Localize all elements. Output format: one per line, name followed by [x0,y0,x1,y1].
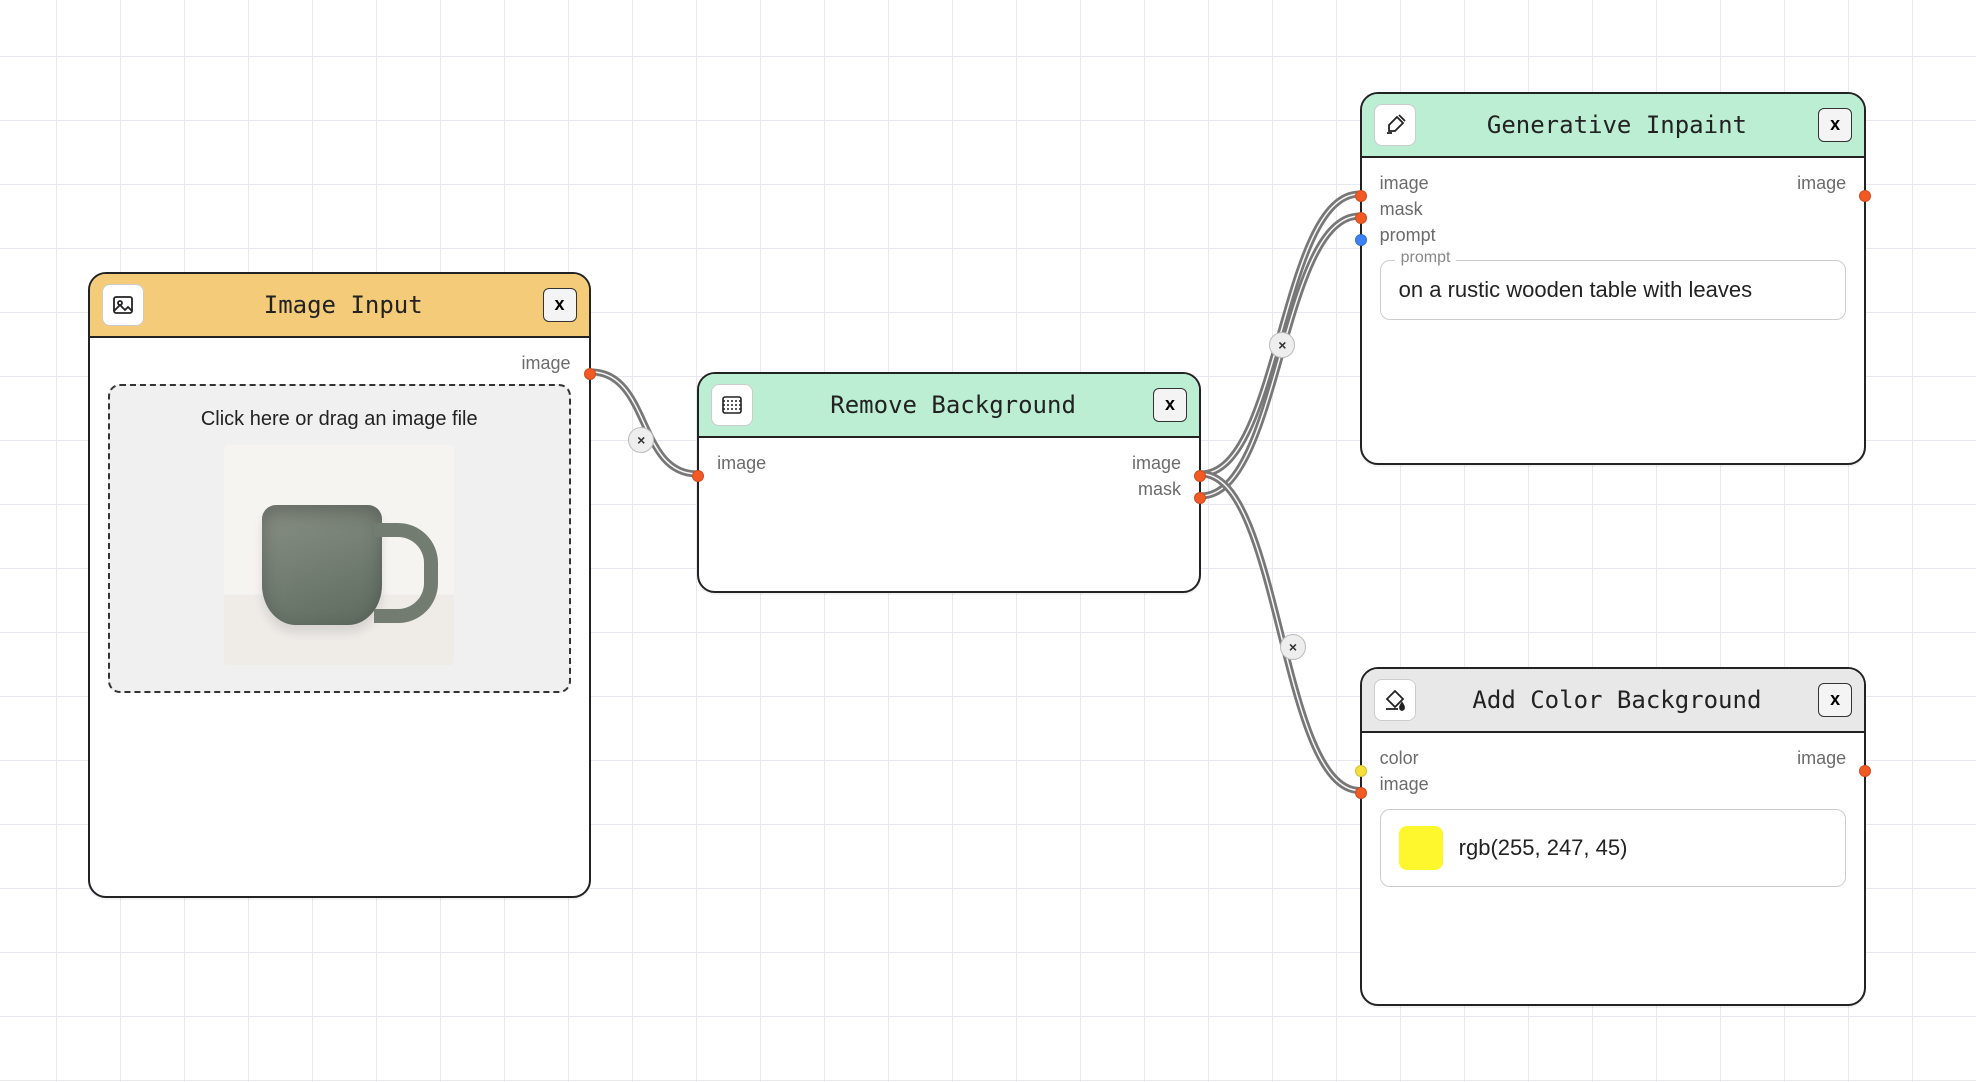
port-row: image [108,352,571,376]
port-dot[interactable] [1194,470,1206,482]
port-dot[interactable] [1355,234,1367,246]
node-body: image image mask [699,438,1199,518]
edge-delete-button[interactable]: × [628,427,654,453]
port-dot[interactable] [1859,765,1871,777]
node-body: image Click here or drag an image file [90,338,589,711]
port-label-prompt-in: prompt [1380,224,1436,246]
close-button[interactable]: x [1153,388,1187,422]
node-header[interactable]: Image Input x [90,274,589,338]
node-remove-background[interactable]: Remove Background x image image mask [697,372,1201,593]
port-row: color image image [1380,747,1847,795]
inputs-col: image [717,452,766,474]
port-label-image: image [521,352,570,374]
edge-delete-button[interactable]: × [1280,634,1306,660]
prompt-field[interactable]: prompt on a rustic wooden table with lea… [1380,260,1847,320]
port-label-mask-out: mask [1138,478,1181,500]
port-dot[interactable] [1355,190,1367,202]
color-field[interactable]: rgb(255, 247, 45) [1380,809,1847,887]
color-swatch[interactable] [1399,826,1443,870]
node-title: Image Input [144,291,543,319]
node-add-color-background[interactable]: Add Color Background x color image image… [1360,667,1867,1007]
port-dot[interactable] [1355,787,1367,799]
port-label-image-out: image [1797,747,1846,769]
node-title: Generative Inpaint [1416,111,1819,139]
node-image-input[interactable]: Image Input x image Click here or drag a… [88,272,591,899]
port-dot[interactable] [584,368,596,380]
image-dropzone[interactable]: Click here or drag an image file [108,384,571,693]
port-label-image-out: image [1797,172,1846,194]
paint-bucket-icon [1374,679,1416,721]
color-row: rgb(255, 247, 45) [1399,826,1828,870]
port-dot[interactable] [692,470,704,482]
port-dot[interactable] [1355,212,1367,224]
port-dot[interactable] [1355,765,1367,777]
node-title: Add Color Background [1416,686,1819,714]
close-button[interactable]: x [543,288,577,322]
port-label-image-in: image [1380,172,1436,194]
node-body: color image image rgb(255, 247, 45) [1362,733,1865,905]
paintbrush-icon [1374,104,1416,146]
node-header[interactable]: Generative Inpaint x [1362,94,1865,158]
node-title: Remove Background [753,391,1153,419]
port-dot[interactable] [1859,190,1871,202]
port-label-image-in: image [1380,773,1429,795]
inputs-col: image mask prompt [1380,172,1436,246]
node-header[interactable]: Remove Background x [699,374,1199,438]
outputs-col: image [1797,747,1846,769]
node-body: image mask prompt image prompt on a rust… [1362,158,1865,338]
color-value-text: rgb(255, 247, 45) [1459,835,1628,861]
edge-delete-button[interactable]: × [1269,332,1295,358]
prompt-value: on a rustic wooden table with leaves [1399,277,1828,303]
field-legend: prompt [1395,249,1457,267]
port-label-image-out: image [1132,452,1181,474]
image-thumbnail[interactable] [224,445,454,665]
inputs-col: color image [1380,747,1429,795]
remove-bg-icon [711,384,753,426]
port-row: image image mask [717,452,1181,500]
port-label-image-in: image [717,452,766,474]
port-dot[interactable] [1194,492,1206,504]
outputs-col: image [521,352,570,374]
close-button[interactable]: x [1818,108,1852,142]
node-generative-inpaint[interactable]: Generative Inpaint x image mask prompt i… [1360,92,1867,465]
node-header[interactable]: Add Color Background x [1362,669,1865,733]
close-button[interactable]: x [1818,683,1852,717]
image-icon [102,284,144,326]
dropzone-text: Click here or drag an image file [128,408,551,431]
port-row: image mask prompt image [1380,172,1847,246]
node-canvas[interactable]: Image Input x image Click here or drag a… [0,0,1976,1082]
outputs-col: image [1797,172,1846,194]
port-label-color-in: color [1380,747,1429,769]
port-label-mask-in: mask [1380,198,1436,220]
outputs-col: image mask [1132,452,1181,500]
